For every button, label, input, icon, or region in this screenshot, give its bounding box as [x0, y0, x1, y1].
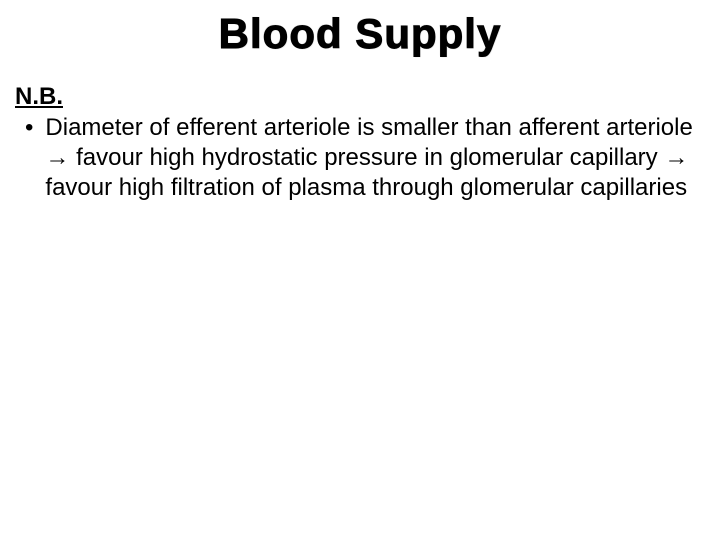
title-text: Blood Supply [219, 10, 502, 57]
slide-container: Blood Supply N.B. • Diameter of efferent… [0, 0, 720, 540]
slide-title: Blood Supply [15, 10, 705, 58]
bullet-marker: • [25, 113, 33, 143]
bullet-item: • Diameter of efferent arteriole is smal… [15, 113, 705, 203]
bullet-text: Diameter of efferent arteriole is smalle… [45, 113, 705, 203]
nb-label: N.B. [15, 83, 705, 111]
